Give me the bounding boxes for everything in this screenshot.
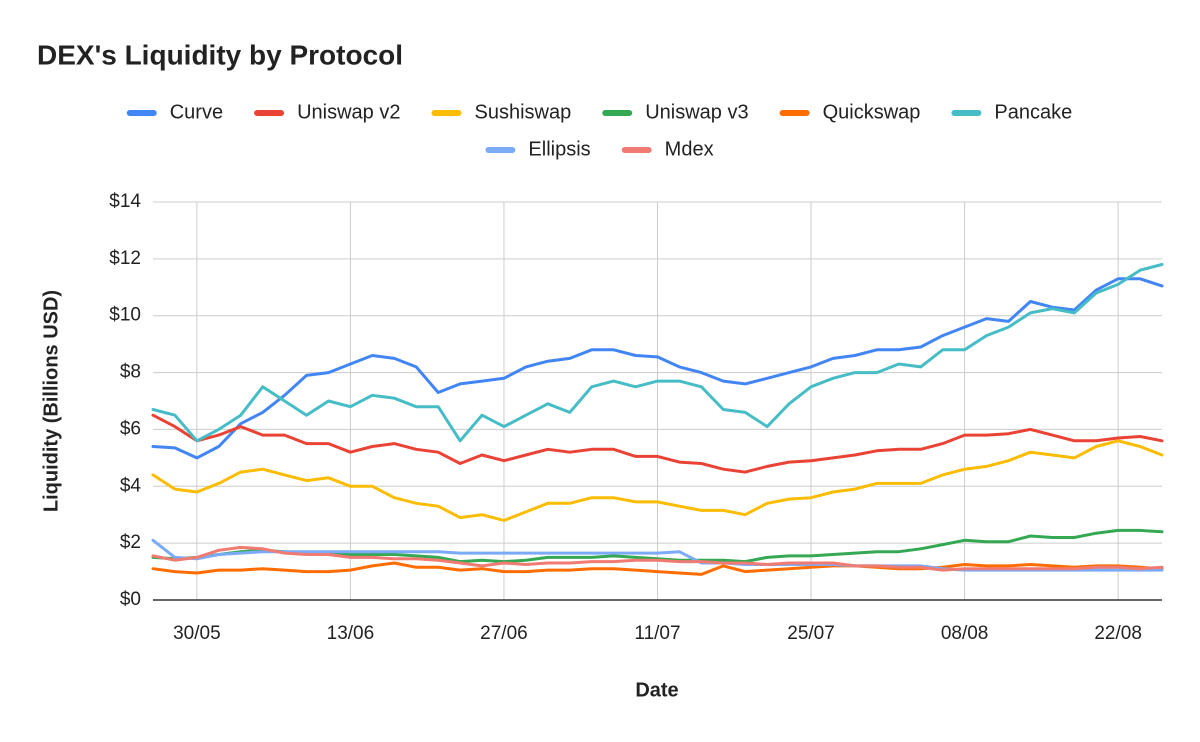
legend-label: Uniswap v2 [297, 101, 400, 123]
series-line [151, 277, 1164, 460]
y-tick-label: $4 [120, 475, 142, 496]
y-tick-label: $8 [120, 362, 141, 383]
y-tick-label: $14 [109, 191, 141, 212]
series-line [151, 561, 1164, 576]
x-axis-title: Date [635, 679, 678, 701]
legend-label: Sushiswap [474, 101, 571, 123]
series-line [151, 263, 1164, 443]
y-tick-label: $0 [120, 589, 141, 610]
y-tick-label: $10 [109, 305, 141, 326]
series-line [151, 439, 1164, 522]
y-tick-label: $6 [120, 418, 141, 439]
x-tick-label: 22/08 [1094, 623, 1142, 644]
x-tick-label: 11/07 [634, 623, 680, 644]
x-tick-label: 27/06 [480, 623, 528, 644]
x-tick-label: 30/05 [173, 623, 221, 644]
legend-label: Mdex [665, 138, 714, 160]
series-line [151, 545, 1164, 572]
y-tick-label: $2 [120, 532, 141, 553]
x-tick-label: 08/08 [941, 623, 989, 644]
legend-label: Ellipsis [528, 138, 590, 160]
y-axis-title: Liquidity (Billions USD) [40, 290, 62, 512]
chart-title: DEX's Liquidity by Protocol [37, 39, 403, 70]
legend-label: Uniswap v3 [645, 101, 748, 123]
series-line [151, 413, 1164, 474]
legend-label: Pancake [994, 101, 1072, 123]
legend-label: Quickswap [823, 101, 921, 123]
x-tick-label: 13/06 [327, 623, 375, 644]
y-tick-label: $12 [109, 248, 141, 269]
legend-label: Curve [170, 101, 223, 123]
x-tick-label: 25/07 [787, 623, 835, 644]
